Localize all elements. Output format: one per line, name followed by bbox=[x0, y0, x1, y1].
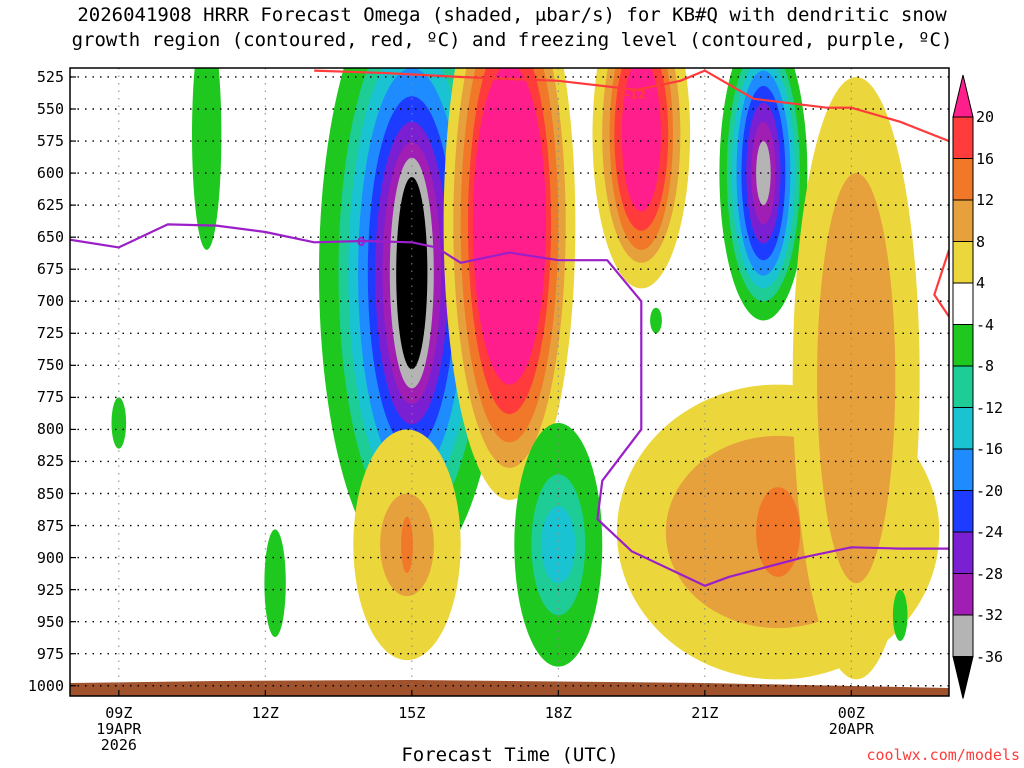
colorbar-tick-label: 16 bbox=[976, 149, 995, 168]
colorbar-swatch-10 bbox=[952, 490, 974, 533]
colorbar-swatch-11 bbox=[952, 531, 974, 574]
freezing-level-0-line bbox=[70, 223, 949, 587]
chart-title-line-1: 2026041908 HRRR Forecast Omega (shaded, … bbox=[77, 4, 947, 26]
colorbar-tick-label: 20 bbox=[976, 108, 995, 126]
colorbar-tick-label: -8 bbox=[976, 357, 995, 375]
axis-ticks bbox=[70, 76, 852, 696]
time-tick-label: 12Z bbox=[225, 705, 305, 721]
colorbar-top-arrow bbox=[952, 74, 974, 118]
colorbar-tick-label: -12 bbox=[976, 398, 1004, 417]
contours: -12 0 bbox=[70, 69, 949, 587]
colorbar-tick-label: -20 bbox=[976, 481, 1004, 500]
pressure-tick-label: 625 bbox=[36, 196, 64, 215]
ground-terrain bbox=[70, 680, 949, 696]
pressure-tick-label: 825 bbox=[36, 452, 64, 471]
time-tick-label: 00Z 20APR bbox=[811, 705, 891, 737]
colorbar-tick-label: -36 bbox=[976, 647, 1004, 666]
downward-motion-small-level-12 bbox=[401, 516, 413, 573]
colorbar-swatch-3 bbox=[952, 199, 974, 242]
upward-motion-early-level-m4 bbox=[192, 68, 222, 250]
colorbar-swatch-6 bbox=[952, 324, 974, 367]
colorbar-tick-label: -24 bbox=[976, 523, 1004, 541]
colorbar-tick-label: 12 bbox=[976, 191, 995, 209]
pressure-tick-label: 800 bbox=[36, 420, 64, 439]
pressure-tick-label: 975 bbox=[36, 644, 64, 663]
upward-motion-small-4-level-m4 bbox=[650, 307, 662, 334]
x-axis-title: Forecast Time (UTC) bbox=[401, 744, 619, 766]
pressure-tick-label: 950 bbox=[36, 612, 64, 631]
time-tick-label: 21Z bbox=[665, 705, 745, 721]
contour-label-minus-12: -12 bbox=[624, 87, 646, 101]
pressure-tick-label: 750 bbox=[36, 356, 64, 375]
pressure-tick-label: 850 bbox=[36, 484, 64, 503]
upward-motion-small-3-level-m4 bbox=[892, 589, 908, 641]
colorbar-tick-label: 8 bbox=[976, 232, 986, 251]
contour-label-zero: 0 bbox=[357, 235, 365, 249]
pressure-tick-label: 725 bbox=[36, 324, 64, 343]
downward-motion-right-level-8 bbox=[817, 173, 896, 584]
pressure-tick-label: 650 bbox=[36, 228, 64, 247]
time-tick-date: 20APR bbox=[828, 720, 874, 738]
downward-motion-lower-level-12 bbox=[756, 487, 801, 577]
colorbar-swatch-8 bbox=[952, 407, 974, 450]
pressure-tick-label: 600 bbox=[36, 164, 64, 183]
plot-frame bbox=[69, 67, 950, 697]
colorbar-swatch-5 bbox=[952, 282, 974, 325]
chart-title-line-2: growth region (contoured, red, ºC) and f… bbox=[71, 29, 953, 51]
colorbar-tick-label: -16 bbox=[976, 440, 1004, 458]
terrain-ground bbox=[70, 680, 949, 696]
upward-motion-small-1-level-m4 bbox=[111, 397, 127, 449]
pressure-tick-label: 900 bbox=[36, 548, 64, 567]
downward-motion-upper-level-20 bbox=[621, 68, 661, 212]
colorbar bbox=[952, 74, 974, 699]
colorbar-swatch-1 bbox=[952, 116, 974, 159]
pressure-tick-label: 925 bbox=[36, 580, 64, 599]
upward-motion-secondary-level-m32 bbox=[756, 141, 771, 206]
dendritic-growth-right-edge-line bbox=[933, 249, 949, 318]
downward-motion-main-level-20 bbox=[472, 68, 547, 385]
time-tick-date: 19APR bbox=[96, 720, 142, 738]
colorbar-swatch-13 bbox=[952, 614, 974, 657]
pressure-tick-label: 700 bbox=[36, 292, 64, 311]
colorbar-swatch-4 bbox=[952, 241, 974, 284]
colorbar-tick-label: -28 bbox=[976, 564, 1004, 583]
colorbar-swatch-12 bbox=[952, 573, 974, 616]
pressure-tick-label: 575 bbox=[36, 132, 64, 151]
colorbar-tick-label: 4 bbox=[976, 274, 986, 292]
pressure-tick-label: 875 bbox=[36, 516, 64, 535]
time-tick-label: 21Z bbox=[691, 704, 719, 722]
upward-motion-core-level-m36 bbox=[396, 177, 428, 370]
colorbar-swatch-9 bbox=[952, 448, 974, 491]
pressure-tick-label: 525 bbox=[36, 67, 64, 86]
time-tick-year: 2026 bbox=[100, 736, 137, 754]
source-credit[interactable]: coolwx.com/models bbox=[866, 746, 1020, 764]
colorbar-swatch-7 bbox=[952, 365, 974, 408]
colorbar-swatch-2 bbox=[952, 158, 974, 201]
upward-motion-small-2-level-m4 bbox=[264, 529, 286, 637]
time-tick-label: 09Z 19APR 2026 bbox=[79, 705, 159, 753]
time-tick-label: 15Z bbox=[372, 705, 452, 721]
dendritic-growth-minus-12-line bbox=[314, 69, 949, 143]
colorbar-tick-label: -32 bbox=[976, 606, 1004, 624]
upward-motion-low-level-m12 bbox=[541, 506, 576, 584]
time-tick-label: 18Z bbox=[544, 704, 572, 722]
pressure-tick-label: 675 bbox=[36, 260, 64, 279]
pressure-tick-label: 1000 bbox=[27, 676, 64, 695]
time-tick-label: 18Z bbox=[518, 705, 598, 721]
pressure-tick-label: 775 bbox=[36, 388, 64, 407]
colorbar-bottom-arrow bbox=[952, 656, 974, 699]
time-tick-label: 00Z bbox=[837, 704, 865, 722]
pressure-tick-label: 550 bbox=[36, 100, 64, 118]
colorbar-tick-label: -4 bbox=[976, 315, 995, 334]
time-tick-label: 12Z bbox=[251, 704, 279, 722]
time-tick-label: 15Z bbox=[398, 704, 426, 722]
time-tick-label: 09Z bbox=[105, 704, 133, 722]
omega-shading bbox=[111, 68, 940, 680]
